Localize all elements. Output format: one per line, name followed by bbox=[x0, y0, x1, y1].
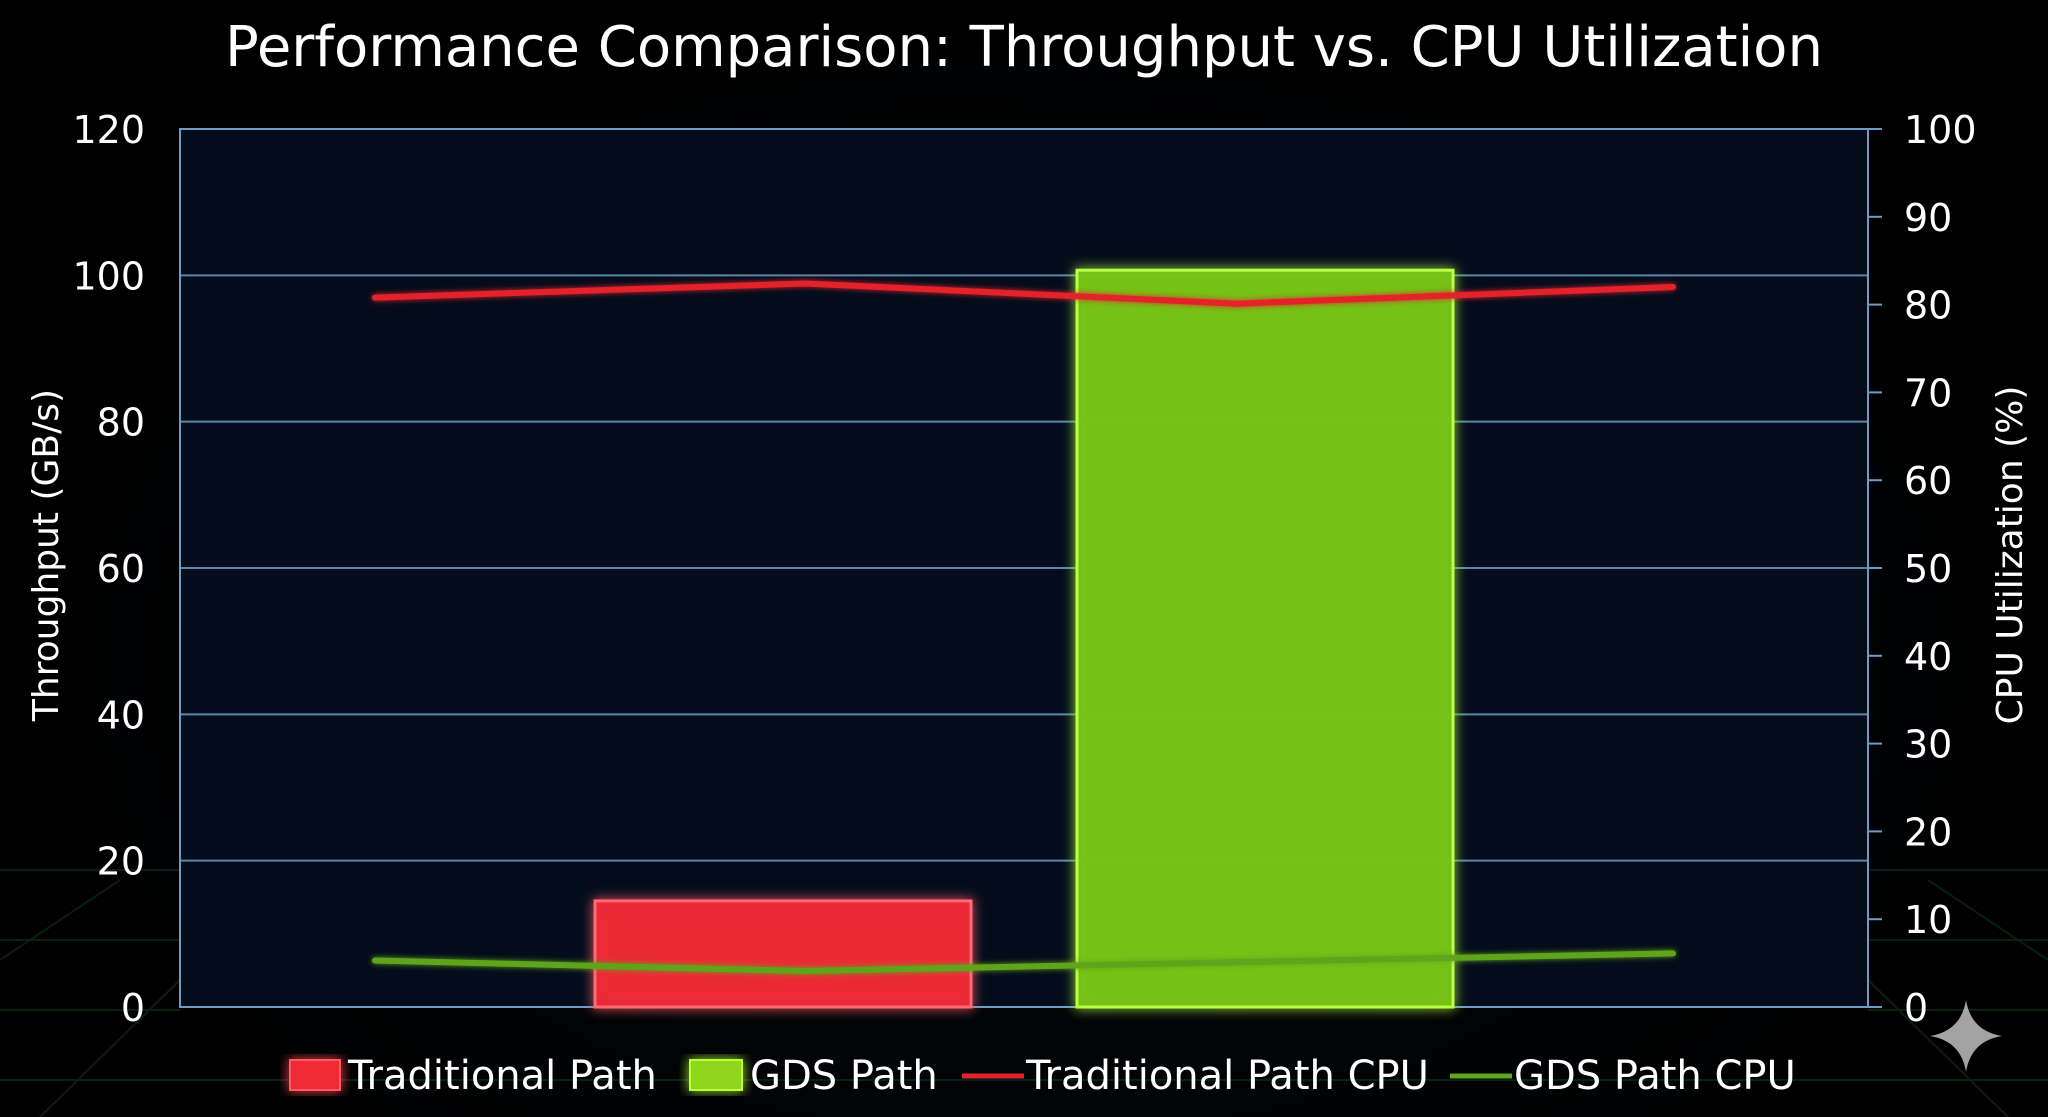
y2-tick-label: 10 bbox=[1904, 898, 1952, 942]
y2-tick-label: 20 bbox=[1904, 810, 1952, 854]
legend-swatch-gds-path bbox=[689, 1059, 743, 1091]
y2-tick-label: 60 bbox=[1904, 459, 1952, 503]
y-tick-label: 40 bbox=[97, 693, 145, 737]
line-traditional-path-cpu bbox=[372, 280, 1676, 307]
legend-label-gds-path-cpu: GDS Path CPU bbox=[1514, 1053, 1796, 1099]
floor-grid bbox=[0, 869, 2048, 1117]
y2-tick-label: 30 bbox=[1904, 723, 1952, 767]
y2-tick-label: 90 bbox=[1904, 196, 1952, 240]
y-tick-label: 120 bbox=[72, 108, 145, 152]
y2-tick-label: 80 bbox=[1904, 284, 1952, 328]
y-tick-label: 0 bbox=[121, 986, 145, 1030]
legend-label-gds-path: GDS Path bbox=[750, 1053, 938, 1099]
y2-tick-label: 100 bbox=[1904, 108, 1977, 152]
y2-tick-label: 70 bbox=[1904, 371, 1952, 415]
y2-axis-label: CPU Utilization (%) bbox=[1990, 386, 2031, 725]
y2-tick-label: 40 bbox=[1904, 635, 1952, 679]
grid-lines bbox=[180, 274, 1868, 862]
y2-tick-label: 50 bbox=[1904, 547, 1952, 591]
y2-tick-label: 0 bbox=[1904, 986, 1928, 1030]
legend-label-traditional-path: Traditional Path bbox=[347, 1053, 657, 1099]
y-tick-label: 80 bbox=[97, 401, 145, 445]
legend-label-traditional-path-cpu: Traditional Path CPU bbox=[1025, 1053, 1429, 1099]
cpu-lines bbox=[372, 280, 1676, 974]
y-tick-label: 60 bbox=[97, 547, 145, 591]
legend-swatch-traditional-path bbox=[289, 1059, 341, 1091]
y-tick-label: 100 bbox=[72, 254, 145, 298]
chart-title: Performance Comparison: Throughput vs. C… bbox=[225, 15, 1823, 80]
bar-traditional-path bbox=[593, 899, 973, 1009]
line-gds-path-cpu bbox=[372, 950, 1676, 974]
y-tick-label: 20 bbox=[97, 840, 145, 884]
legend: Traditional Path GDS Path Traditional Pa… bbox=[289, 1053, 1796, 1099]
y2-axis-ticks: 0 10 20 30 40 50 60 70 80 90 100 bbox=[1868, 108, 1977, 1030]
bar-gds-path bbox=[1075, 268, 1455, 1009]
sparkle-icon bbox=[1930, 1000, 2002, 1072]
bars bbox=[593, 268, 1455, 1009]
y-axis-label: Throughput (GB/s) bbox=[26, 389, 67, 722]
y-axis-ticks: 0 20 40 60 80 100 120 bbox=[72, 108, 145, 1030]
